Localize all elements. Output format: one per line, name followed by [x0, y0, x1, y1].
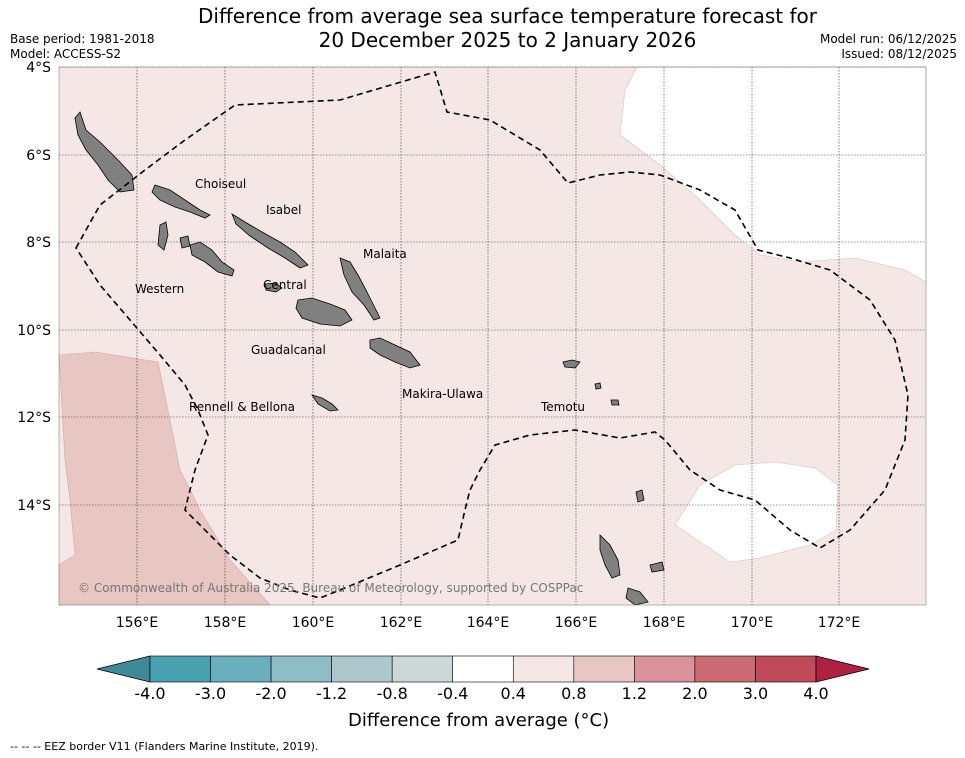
model-name: Model: ACCESS-S2: [10, 47, 122, 61]
map-frame: [58, 66, 927, 606]
colorbar-cell: [512, 655, 575, 683]
colorbar-tick: -2.0: [255, 684, 287, 703]
lon-label: 170°E: [731, 615, 774, 631]
island-tikopia: [610, 399, 620, 406]
colorbar-cell: [270, 655, 332, 683]
title-line-1: Difference from average sea surface temp…: [197, 4, 817, 28]
colorbar-cell: [573, 655, 635, 683]
island-banks: [635, 489, 645, 503]
lon-label: 158°E: [204, 615, 247, 631]
island-florida: [264, 282, 283, 293]
island-choiseul: [74, 111, 135, 193]
colorbar-tick: 0.8: [561, 684, 587, 703]
landmasses: [74, 111, 665, 606]
island-rennell: [311, 394, 339, 412]
label-isabel: Isabel: [266, 203, 301, 217]
colorbar-tick: -0.4: [437, 684, 469, 703]
island-vanuatu-south: [625, 587, 649, 606]
label-guadalcanal: Guadalcanal: [251, 343, 326, 357]
colorbar-cell: [452, 655, 514, 683]
colorbar-tick: -0.8: [376, 684, 408, 703]
lat-labels: 4°S 6°S 8°S 10°S 12°S 14°S: [17, 60, 51, 514]
colorbar-tick: 2.0: [682, 684, 708, 703]
label-choiseul: Choiseul: [195, 177, 246, 191]
island-vanikoro: [594, 382, 602, 390]
island-vella-lavella: [157, 221, 169, 251]
island-malaita: [339, 257, 381, 321]
island-makira: [369, 337, 421, 369]
colorbar: [96, 655, 870, 683]
island-new-georgia: [189, 241, 235, 277]
lat-label: 10°S: [17, 323, 51, 339]
issued-date: Issued: 08/12/2025: [841, 47, 957, 61]
lon-label: 166°E: [555, 615, 598, 631]
province-labels: Choiseul Isabel Malaita Western Central …: [135, 177, 585, 414]
colorbar-tick: -3.0: [194, 684, 227, 703]
meta-left: Base period: 1981-2018 Model: ACCESS-S2: [10, 32, 155, 62]
colorbar-tick: -4.0: [134, 684, 166, 703]
colorbar-tick: 0.4: [500, 684, 526, 703]
colorbar-cell: [634, 655, 696, 683]
colorbar-cell: [755, 655, 817, 683]
lon-label: 172°E: [818, 615, 861, 631]
lat-label: 12°S: [17, 410, 51, 426]
colorbar-tick: 3.0: [742, 684, 769, 703]
label-malaita: Malaita: [363, 247, 407, 261]
lat-label: 14°S: [17, 498, 51, 514]
label-makira: Makira-Ulawa: [402, 387, 483, 401]
meta-right: Model run: 06/12/2025 Issued: 08/12/2025: [820, 32, 957, 62]
lat-label: 6°S: [26, 148, 51, 164]
colorbar-cells: [149, 655, 817, 683]
island-isabel-east: [231, 213, 309, 269]
title-line-2: 20 December 2025 to 2 January 2026: [318, 28, 697, 52]
colorbar-tick-labels: -4.0 -3.0 -2.0 -1.2 -0.8 -0.4 0.4 0.8 1.2 2.0 3.0 4…: [0, 684, 965, 704]
label-temotu: Temotu: [540, 400, 585, 414]
island-vanuatu-north: [599, 534, 621, 579]
eez-footnote: -- -- -- EEZ border V11 (Flanders Marine…: [10, 740, 319, 753]
colorbar-cell: [391, 655, 454, 683]
lon-label: 160°E: [292, 615, 335, 631]
colorbar-extend-low: [96, 655, 151, 683]
island-guadalcanal: [295, 297, 353, 327]
island-kolombangara: [179, 235, 191, 249]
neutral-area-se: [674, 461, 839, 563]
island-isabel: [151, 184, 211, 219]
lon-labels: 156°E 158°E 160°E 162°E 164°E 166°E 168°…: [116, 615, 861, 631]
base-period: Base period: 1981-2018: [10, 32, 155, 46]
island-santa-cruz: [562, 359, 581, 369]
lon-label: 162°E: [380, 615, 423, 631]
colorbar-cell: [210, 655, 272, 683]
colorbar-tick: 4.0: [803, 684, 829, 703]
copyright-text: © Commonwealth of Australia 2025, Bureau…: [78, 581, 583, 595]
model-run: Model run: 06/12/2025: [819, 32, 957, 46]
anomaly-band-high: [58, 351, 271, 606]
island-vanuatu-mid: [649, 561, 665, 573]
lon-label: 156°E: [116, 615, 159, 631]
colorbar-tick: 1.2: [621, 684, 648, 703]
colorbar-extend-high: [815, 655, 870, 683]
label-central: Central: [263, 278, 307, 292]
colorbar-cell: [149, 655, 211, 683]
label-western: Western: [135, 282, 184, 296]
colorbar-tick: -1.2: [316, 684, 348, 703]
lat-label: 4°S: [26, 60, 51, 76]
label-rennell: Rennell & Bellona: [189, 400, 295, 414]
lat-label: 8°S: [26, 235, 51, 251]
chart-title: Difference from average sea surface temp…: [0, 4, 965, 52]
eez-border: [75, 71, 909, 599]
colorbar-cell: [331, 655, 393, 683]
lon-label: 168°E: [643, 615, 686, 631]
lon-label: 164°E: [467, 615, 510, 631]
colorbar-cell: [694, 655, 756, 683]
colorbar-title: Difference from average (°C): [348, 710, 610, 731]
